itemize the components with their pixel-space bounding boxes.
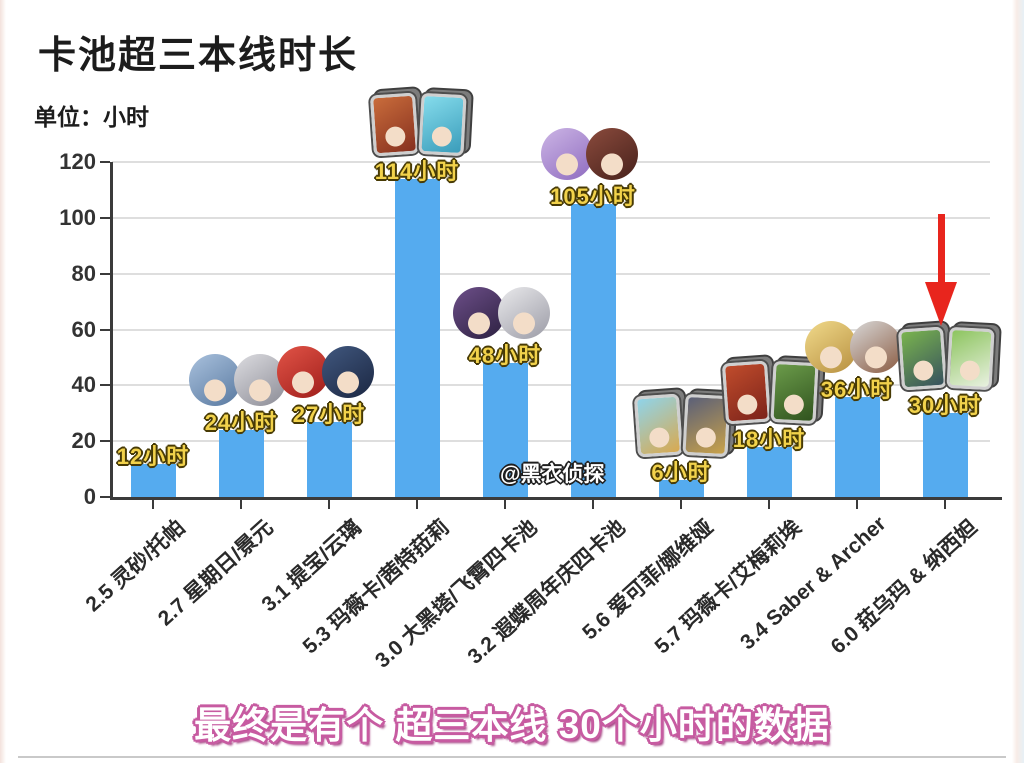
bar: [746, 446, 792, 497]
y-axis-tick: [100, 384, 110, 387]
avatar-row: [541, 126, 638, 180]
avatar-anniversary-icon: [586, 127, 638, 180]
x-axis-tick: [416, 500, 418, 509]
y-axis-label: 100: [59, 204, 96, 230]
avatar-row: [189, 352, 286, 406]
avatar-tribbie-icon: [277, 345, 329, 398]
bar-value-label: 18小时: [732, 426, 806, 452]
bar: [570, 203, 616, 497]
avatar-row: [277, 344, 374, 398]
avatar-archer-icon: [850, 320, 902, 373]
x-axis-tick: [328, 500, 330, 509]
avatar-lauma-icon: [897, 326, 948, 391]
gridline: [112, 272, 990, 275]
bar-value-label: 114小时: [374, 158, 460, 184]
y-axis-tick: [100, 272, 110, 275]
bar: [922, 413, 968, 497]
avatar-sunday-icon: [189, 354, 241, 406]
x-axis-tick: [504, 500, 506, 509]
y-axis-tick: [100, 328, 110, 331]
red-arrow-icon: [925, 214, 957, 326]
bar: [834, 396, 880, 497]
left-edge-tint: [0, 0, 6, 763]
avatar-mavuika-icon: [369, 92, 420, 157]
x-axis-tick: [944, 500, 946, 509]
page-title: 卡池超三本线时长: [38, 35, 359, 77]
x-axis-tick: [680, 500, 682, 509]
bar: [306, 421, 352, 497]
bar: [482, 363, 528, 497]
y-axis-label: 20: [71, 428, 96, 454]
caption-text: 最终是有个 超三本线 30个小时的数据: [194, 705, 830, 746]
right-edge-tint: [1012, 0, 1024, 763]
x-axis-tick: [768, 500, 770, 509]
red-arrow-head: [925, 282, 957, 326]
bottom-divider: [18, 756, 1006, 758]
y-axis-label: 120: [59, 149, 96, 174]
avatar-citlali-icon: [418, 92, 467, 156]
bar-value-label: 105小时: [550, 183, 636, 209]
x-axis-tick: [240, 500, 242, 509]
x-axis-label: 5.7 玛薇卡/艾梅莉埃: [650, 515, 806, 659]
bar: [218, 430, 264, 497]
watermark-text: @黑衣侦探: [500, 463, 605, 486]
avatar-row: [721, 353, 819, 425]
x-axis-label: 6.0 菈乌玛 & 纳西妲: [826, 515, 982, 659]
bar-value-label: 24小时: [204, 410, 278, 435]
gridline: [112, 216, 990, 219]
y-axis-tick: [100, 216, 110, 219]
avatar-yunli-icon: [322, 345, 374, 398]
gridline: [112, 328, 990, 331]
bar: [658, 480, 704, 497]
y-axis-label: 40: [71, 372, 96, 398]
y-axis-label: 60: [71, 316, 96, 342]
bar-value-label: 12小时: [116, 443, 190, 469]
avatar-feixiao-icon: [498, 287, 550, 339]
avatar-nahida-icon: [946, 327, 995, 391]
x-axis-label: 5.3 玛薇卡/茜特菈莉: [298, 515, 454, 659]
x-axis-label: 3.0 大黑塔/飞霄四卡池: [371, 515, 542, 673]
avatar-saber-icon: [805, 320, 857, 373]
gridline: [112, 440, 990, 443]
bar: [394, 178, 440, 497]
bar: [130, 463, 176, 497]
y-axis-tick: [100, 496, 110, 498]
x-axis-tick: [592, 500, 594, 509]
unit-label: 单位：小时: [34, 104, 149, 130]
bar-value-label: 48小时: [468, 343, 542, 368]
red-arrow-shaft: [937, 214, 945, 282]
bar-value-label: 36小时: [820, 376, 894, 402]
gridline: [112, 384, 990, 387]
y-axis-label: 0: [83, 484, 96, 509]
x-axis-line: [110, 497, 1002, 500]
bar-value-label: 6小时: [651, 460, 711, 486]
avatar-row: [805, 319, 902, 373]
y-axis-tick: [100, 440, 110, 443]
avatar-castorice-icon: [541, 127, 593, 180]
y-axis-label: 80: [71, 260, 96, 286]
bar-value-label: 30小时: [908, 393, 982, 419]
y-axis-tick: [100, 161, 110, 163]
bar-value-label: 27小时: [292, 401, 366, 427]
avatar-row: [369, 85, 467, 157]
avatar-row: [453, 285, 550, 339]
x-axis-label: 3.2 遐蝶周年庆四卡池: [463, 515, 630, 669]
x-axis-tick: [152, 500, 154, 509]
avatar-row: [633, 386, 731, 458]
avatar-the-herta-icon: [453, 287, 505, 339]
avatar-row: [897, 319, 995, 391]
y-axis-line: [110, 162, 113, 500]
avatar-escoffier-icon: [633, 393, 684, 458]
x-axis-tick: [856, 500, 858, 509]
avatar-mavuika-icon: [721, 360, 772, 425]
